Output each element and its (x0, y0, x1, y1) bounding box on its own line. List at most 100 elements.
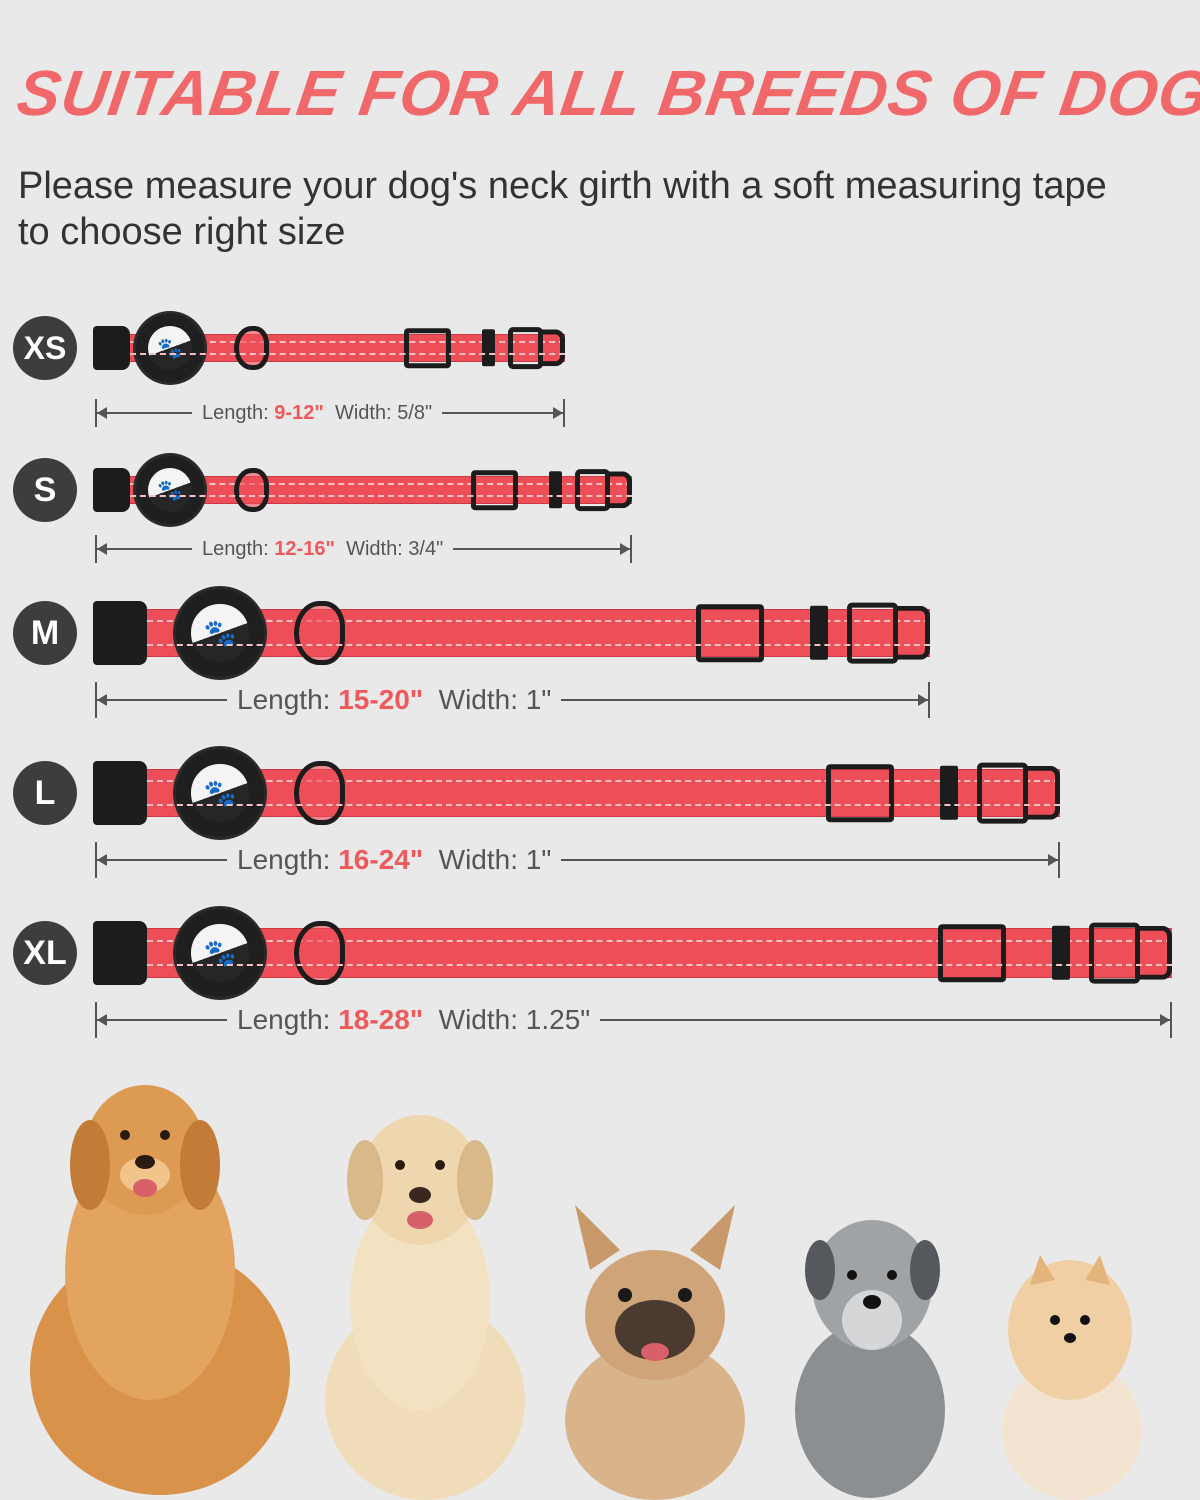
arrow-right-icon (442, 408, 563, 418)
collar-image: 🐾 (93, 589, 930, 677)
buckle-prongs (1024, 765, 1060, 821)
airtag-holder: 🐾 (175, 589, 264, 677)
slider (696, 604, 764, 662)
length-value: 12-16" (274, 537, 335, 560)
dog-lineup (30, 1085, 1142, 1500)
collar-strap: 🐾 (130, 456, 632, 524)
arrow-left-icon (97, 544, 192, 554)
buckle-male (1088, 922, 1140, 984)
arrow-left-icon (97, 408, 192, 418)
measure-end-tick (1058, 842, 1060, 878)
measure-end-tick (1170, 1002, 1172, 1038)
collar-strap: 🐾 (147, 909, 1172, 997)
buckle-prongs (607, 471, 632, 509)
paw-icon: 🐾 (147, 325, 193, 371)
paw-icon: 🐾 (147, 467, 193, 513)
slider (938, 924, 1006, 982)
length-label: Length: (202, 401, 269, 424)
d-ring-right (293, 761, 346, 825)
collar-image: 🐾 (93, 909, 1172, 997)
width-value: 3/4" (408, 537, 444, 560)
measure-start-tick (95, 682, 97, 718)
size-badge: M (13, 601, 77, 665)
buckle-male (846, 602, 898, 664)
length-measure: Length: 15-20" Width: 1" (95, 680, 930, 720)
collar-image: 🐾 (93, 456, 632, 524)
length-label: Length: (237, 1004, 331, 1035)
collar-strap: 🐾 (147, 749, 1060, 837)
d-ring-right (233, 326, 270, 370)
collar-strap: 🐾 (130, 314, 565, 382)
slider (826, 764, 894, 822)
measure-end-tick (563, 399, 565, 427)
buckle-male (574, 469, 610, 511)
keeper-loop (549, 471, 562, 509)
buckle-male (976, 762, 1028, 824)
dog-schnauzer (795, 1220, 945, 1498)
paw-icon: 🐾 (191, 924, 249, 982)
size-badge: XS (13, 316, 77, 380)
width-label: Width: (438, 844, 519, 875)
size-spec: Length: 15-20" Width: 1" (227, 684, 561, 716)
paw-icon: 🐾 (191, 604, 249, 662)
width-label: Width: (438, 684, 519, 715)
paw-icon: 🐾 (191, 764, 249, 822)
measure-end-tick (630, 535, 632, 563)
arrow-right-icon (453, 544, 630, 554)
dog-french-bulldog (565, 1205, 745, 1500)
length-label: Length: (237, 684, 331, 715)
instruction-text: Please measure your dog's neck girth wit… (18, 165, 1107, 253)
arrow-left-icon (97, 855, 227, 865)
airtag-holder: 🐾 (175, 909, 264, 997)
width-label: Width: (346, 537, 403, 560)
size-spec: Length: 16-24" Width: 1" (227, 844, 561, 876)
width-value: 5/8" (397, 401, 433, 424)
length-value: 15-20" (338, 684, 424, 715)
length-value: 16-24" (338, 844, 424, 875)
measure-start-tick (95, 1002, 97, 1038)
width-value: 1" (525, 684, 552, 715)
length-measure: Length: 9-12" Width: 5/8" (95, 393, 565, 433)
measure-start-tick (95, 842, 97, 878)
size-badge: XL (13, 921, 77, 985)
arrow-left-icon (97, 695, 227, 705)
size-badge: L (13, 761, 77, 825)
keeper-loop (1051, 925, 1070, 981)
length-measure: Length: 16-24" Width: 1" (95, 840, 1060, 880)
width-label: Width: (334, 401, 392, 424)
length-label: Length: (237, 844, 331, 875)
buckle-female (93, 601, 148, 665)
size-badge: S (13, 458, 77, 522)
measure-start-tick (95, 399, 97, 427)
dog-golden-retriever (30, 1085, 290, 1495)
arrow-right-icon (561, 855, 1058, 865)
d-ring-right (293, 601, 346, 665)
airtag-holder: 🐾 (135, 314, 204, 382)
length-value: 18-28" (338, 1004, 424, 1035)
length-measure: Length: 18-28" Width: 1.25" (95, 1000, 1172, 1040)
buckle-female (93, 761, 148, 825)
buckle-male (507, 327, 543, 369)
width-label: Width: (438, 1004, 519, 1035)
slider (471, 470, 518, 510)
keeper-loop (482, 329, 495, 367)
dog-labrador (325, 1115, 525, 1500)
airtag-holder: 🐾 (135, 456, 204, 524)
d-ring-right (233, 468, 270, 512)
buckle-prongs (540, 329, 565, 367)
length-measure: Length: 12-16" Width: 3/4" (95, 529, 632, 569)
width-value: 1.25" (525, 1004, 591, 1035)
size-spec: Length: 18-28" Width: 1.25" (227, 1004, 600, 1036)
collar-image: 🐾 (93, 749, 1060, 837)
buckle-prongs (1136, 925, 1172, 981)
buckle-female (93, 921, 148, 985)
keeper-loop (809, 605, 828, 661)
buckle-prongs (894, 605, 930, 661)
width-value: 1" (525, 844, 552, 875)
collar-strap: 🐾 (147, 589, 930, 677)
collar-image: 🐾 (93, 314, 565, 382)
headline: SUITABLE FOR ALL BREEDS OF DOGS (12, 57, 1200, 129)
airtag-holder: 🐾 (175, 749, 264, 837)
length-label: Length: (202, 537, 269, 560)
length-value: 9-12" (274, 401, 324, 424)
